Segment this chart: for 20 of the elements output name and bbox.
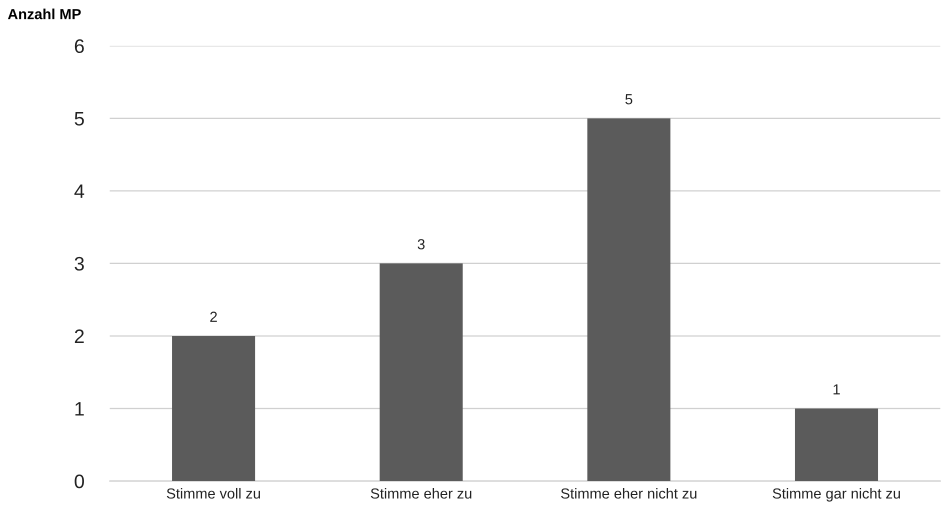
y-tick-label: 1 (75, 402, 84, 416)
x-tick-label: Stimme eher nicht zu (561, 488, 696, 499)
x-tick-label: Stimme eher zu (370, 488, 472, 499)
data-label: 1 (834, 384, 840, 394)
data-label: 3 (418, 239, 425, 250)
y-axis-title: Anzahl MP (8, 8, 81, 20)
x-tick-label: Stimme voll zu (166, 488, 260, 499)
data-label: 2 (210, 312, 217, 322)
y-tick-label: 3 (74, 256, 84, 271)
y-tick-label: 6 (74, 39, 84, 54)
bar (794, 408, 878, 482)
bar (587, 118, 670, 482)
data-label: 5 (625, 94, 632, 104)
y-tick-label: 0 (74, 474, 84, 488)
y-tick-label: 4 (74, 184, 84, 198)
y-tick-label: 5 (74, 112, 84, 126)
bar (172, 336, 256, 482)
bar (380, 263, 463, 482)
y-tick-label: 2 (74, 329, 84, 344)
x-tick-label: Stimme gar nicht zu (772, 488, 900, 502)
